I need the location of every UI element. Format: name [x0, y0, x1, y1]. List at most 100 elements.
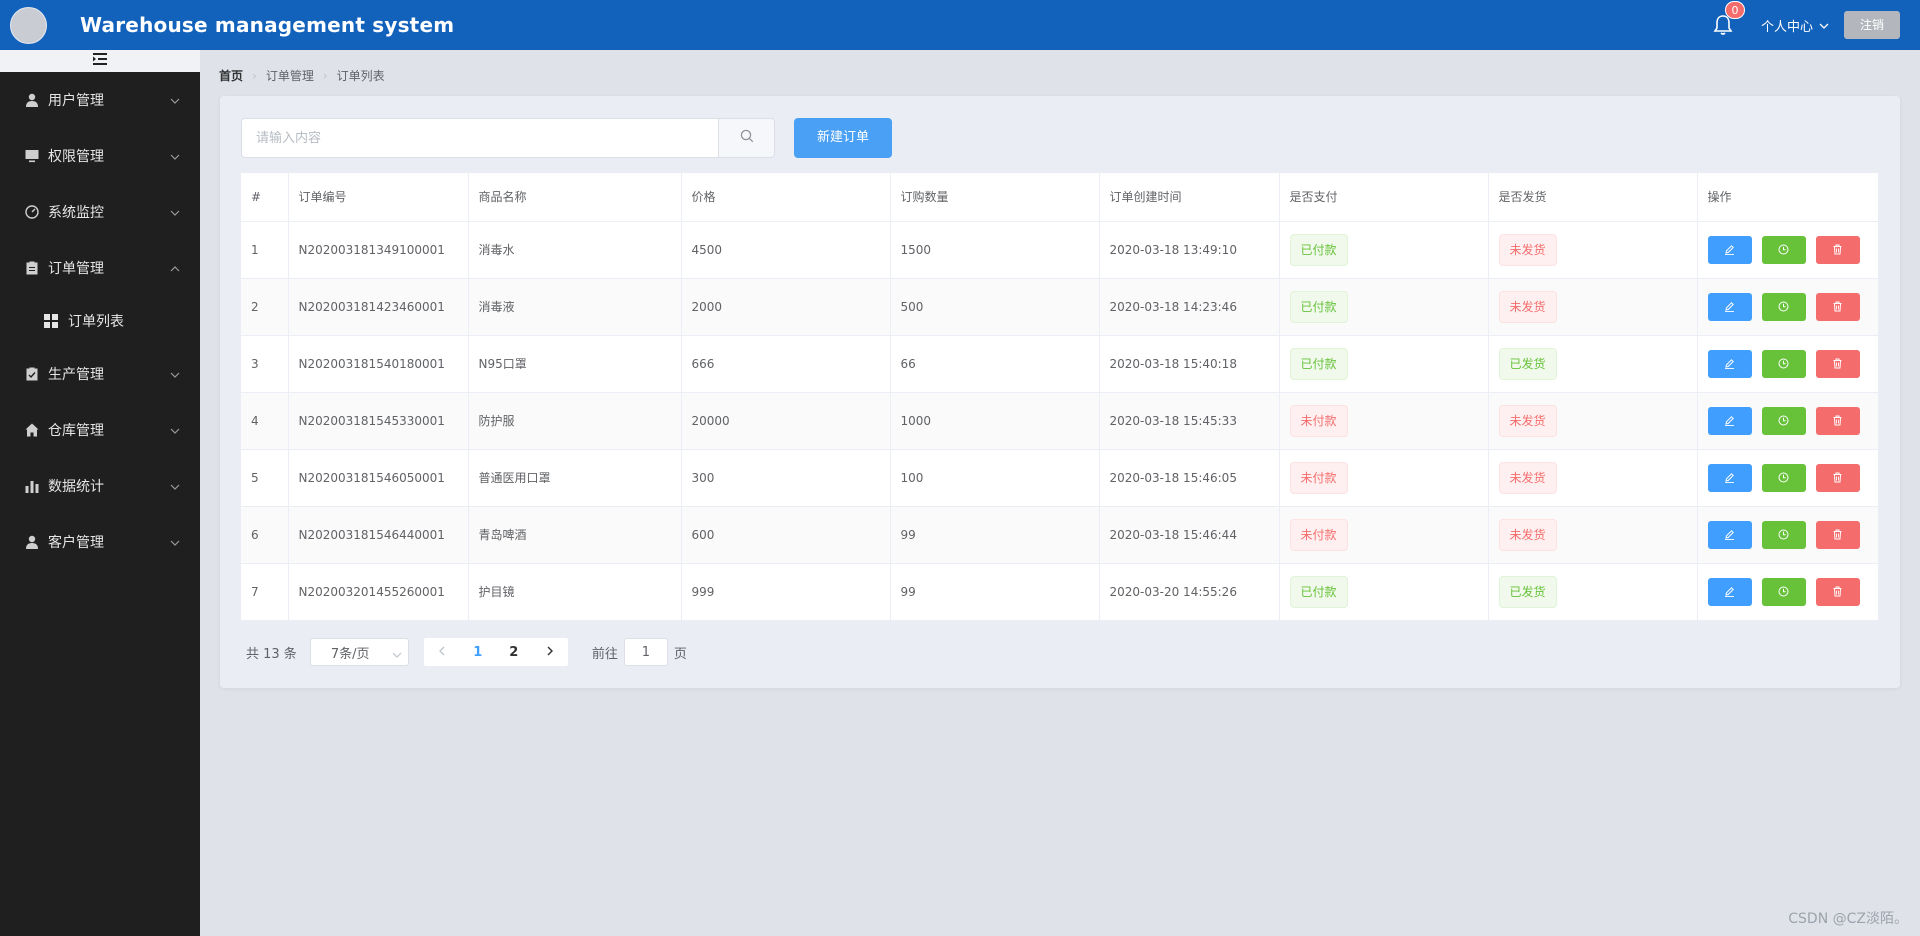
time-button[interactable]: [1761, 520, 1806, 549]
cell-index: 5: [241, 449, 289, 507]
trash-icon: [1832, 358, 1843, 369]
search-box: [241, 118, 794, 158]
prev-page-button[interactable]: [424, 638, 460, 666]
cell-order-no: N202003181423460001: [288, 278, 469, 336]
sidebar-item-label: 用户管理: [48, 93, 104, 109]
cell-index: 4: [241, 392, 289, 450]
sidebar-item-customer-management[interactable]: 客户管理: [0, 514, 200, 570]
sidebar-item-order-management[interactable]: 订单管理: [0, 240, 200, 296]
page-number-2[interactable]: 2: [509, 644, 519, 660]
breadcrumb-home[interactable]: 首页: [219, 69, 244, 83]
delete-button[interactable]: [1815, 292, 1860, 321]
sidebar-item-data-statistics[interactable]: 数据统计: [0, 458, 200, 514]
top-header: Warehouse management system 0 个人中心 注销: [0, 0, 1920, 50]
delete-button[interactable]: [1815, 349, 1860, 378]
user-center-dropdown[interactable]: 个人中心: [1761, 16, 1829, 35]
table-row: 7 N202003201455260001 护目镜 999 99 2020-03-20 1…: [241, 563, 1879, 621]
clock-icon: [1778, 358, 1789, 369]
delete-button[interactable]: [1815, 520, 1860, 549]
cell-product: 防护服: [468, 392, 682, 450]
edit-button[interactable]: [1707, 349, 1752, 378]
time-button[interactable]: [1761, 577, 1806, 606]
column-header: 订单创建时间: [1099, 173, 1280, 222]
notification-bell[interactable]: 0: [1713, 1, 1745, 36]
time-button[interactable]: [1761, 463, 1806, 492]
edit-button[interactable]: [1707, 577, 1752, 606]
page-number-1[interactable]: 1: [473, 644, 483, 660]
sidebar-item-label: 系统监控: [48, 205, 104, 221]
time-button[interactable]: [1761, 292, 1806, 321]
order-table: # 订单编号 商品名称 价格 订购数量 订单创建时间 是否支付 是否发货 操作 …: [241, 173, 1879, 621]
cell-actions: [1697, 221, 1879, 279]
watermark: CSDN @CZ淡陌。: [1788, 911, 1908, 927]
trash-icon: [1832, 586, 1843, 597]
breadcrumb-separator: ›: [322, 68, 328, 83]
total-count: 共 13 条: [246, 646, 297, 662]
chevron-down-icon: [170, 204, 180, 220]
edit-icon: [1724, 358, 1735, 369]
sidebar-subitem-order-list[interactable]: 订单列表: [0, 296, 200, 346]
sidebar-item-warehouse-management[interactable]: 仓库管理: [0, 402, 200, 458]
edit-button[interactable]: [1707, 520, 1752, 549]
cell-paid: 已付款: [1279, 335, 1489, 393]
table-header-row: # 订单编号 商品名称 价格 订购数量 订单创建时间 是否支付 是否发货 操作: [241, 173, 1879, 222]
search-button[interactable]: [718, 118, 775, 158]
cell-index: 6: [241, 506, 289, 564]
shipping-status-badge: 已发货: [1498, 347, 1557, 380]
column-header: 商品名称: [468, 173, 682, 222]
checklist-icon: [24, 366, 40, 382]
time-button[interactable]: [1761, 235, 1806, 264]
goto-page-input[interactable]: [623, 638, 668, 666]
goto-suffix: 页: [673, 646, 687, 662]
chevron-left-icon: [438, 645, 445, 660]
delete-button[interactable]: [1815, 235, 1860, 264]
avatar[interactable]: [10, 6, 47, 44]
cell-paid: 未付款: [1279, 506, 1489, 564]
cell-actions: [1697, 392, 1879, 450]
cell-price: 4500: [681, 221, 891, 279]
sidebar-item-production-management[interactable]: 生产管理: [0, 346, 200, 402]
edit-icon: [1724, 244, 1735, 255]
sidebar-item-user-management[interactable]: 用户管理: [0, 72, 200, 128]
sidebar-item-system-monitor[interactable]: 系统监控: [0, 184, 200, 240]
delete-button[interactable]: [1815, 463, 1860, 492]
time-button[interactable]: [1761, 349, 1806, 378]
sidebar-item-permission-management[interactable]: 权限管理: [0, 128, 200, 184]
person-icon: [24, 534, 40, 550]
logout-button[interactable]: 注销: [1844, 11, 1900, 39]
cell-shipped: 未发货: [1488, 449, 1698, 507]
payment-status-badge: 已付款: [1289, 290, 1348, 323]
edit-button[interactable]: [1707, 406, 1752, 435]
goto-prefix: 前往: [591, 646, 618, 662]
delete-button[interactable]: [1815, 577, 1860, 606]
chevron-down-icon: [392, 647, 402, 662]
edit-button[interactable]: [1707, 292, 1752, 321]
delete-button[interactable]: [1815, 406, 1860, 435]
cell-order-no: N202003181545330001: [288, 392, 469, 450]
breadcrumb-order-management: 订单管理: [265, 69, 314, 83]
sidebar-collapse-toggle[interactable]: [0, 50, 200, 72]
new-order-button[interactable]: 新建订单: [794, 118, 892, 158]
page-jumper: 前往 页: [592, 638, 687, 666]
bar-chart-icon: [24, 478, 40, 494]
search-input[interactable]: [241, 118, 718, 158]
payment-status-badge: 未付款: [1289, 518, 1348, 551]
edit-icon: [1724, 529, 1735, 540]
edit-button[interactable]: [1707, 235, 1752, 264]
cell-qty: 99: [890, 563, 1100, 621]
edit-icon: [1724, 586, 1735, 597]
page-size-select[interactable]: 7条/页: [309, 638, 409, 666]
clipboard-icon: [24, 260, 40, 276]
sidebar-item-label: 数据统计: [48, 479, 104, 495]
header-right: 0 个人中心 注销: [1713, 0, 1900, 50]
next-page-button[interactable]: [532, 638, 568, 666]
sidebar-item-label: 仓库管理: [48, 423, 104, 439]
cell-created: 2020-03-18 15:46:05: [1099, 449, 1280, 507]
cell-price: 2000: [681, 278, 891, 336]
edit-button[interactable]: [1707, 463, 1752, 492]
time-button[interactable]: [1761, 406, 1806, 435]
cell-shipped: 未发货: [1488, 221, 1698, 279]
table-row: 4 N202003181545330001 防护服 20000 1000 2020-03-…: [241, 392, 1879, 450]
chevron-down-icon: [170, 92, 180, 108]
cell-actions: [1697, 563, 1879, 621]
